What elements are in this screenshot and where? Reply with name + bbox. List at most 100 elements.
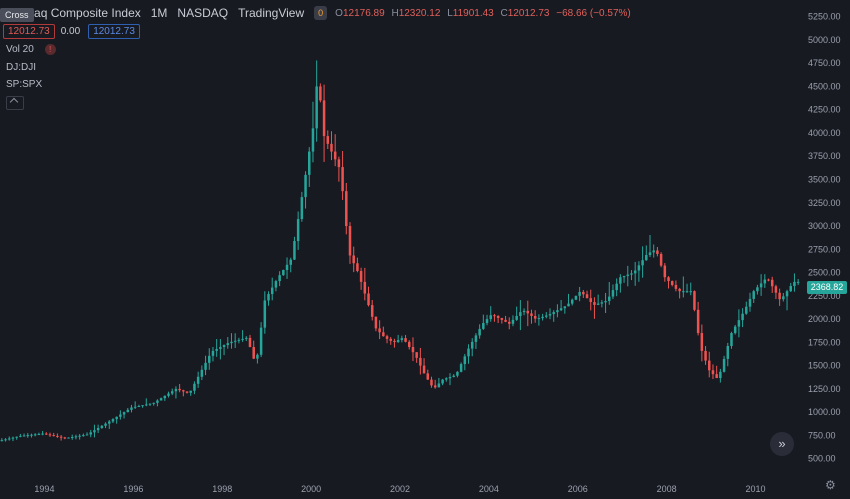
candle-body <box>352 255 355 264</box>
candle-body <box>193 383 196 391</box>
candle-body <box>763 279 767 284</box>
collapse-legend-icon[interactable] <box>6 96 24 110</box>
candle-body <box>382 332 385 337</box>
candle-body <box>648 252 652 255</box>
exchange-label: NASDAQ <box>177 6 229 20</box>
candle-body <box>774 286 778 293</box>
candle-body <box>348 226 352 256</box>
indicator-spx[interactable]: SP:SPX <box>6 79 42 90</box>
change-value: −68.66 (−0.57%) <box>556 7 631 19</box>
candle-body <box>741 313 744 321</box>
candle-body <box>263 300 267 328</box>
candle-body <box>585 294 589 299</box>
candles <box>0 60 800 442</box>
close-value: 12012.73 <box>507 7 550 19</box>
candle-body <box>67 437 70 439</box>
candle-body <box>593 302 596 305</box>
interval-label[interactable]: 1M <box>150 6 168 20</box>
candle-body <box>30 434 33 436</box>
candle-body <box>782 296 785 300</box>
candle-body <box>567 303 570 307</box>
candle-body <box>711 370 715 375</box>
candle-body <box>559 308 563 311</box>
candle-body <box>148 403 152 405</box>
candle-body <box>611 290 615 297</box>
candle-body <box>548 314 552 316</box>
candle-body <box>237 339 241 341</box>
x-tick-label: 2006 <box>568 484 588 494</box>
candle-body <box>211 350 215 356</box>
candle-body <box>145 404 148 406</box>
candle-body <box>456 371 459 376</box>
candle-body <box>493 315 496 317</box>
candle-body <box>22 435 26 437</box>
candle-body <box>652 250 655 253</box>
indicator-dji[interactable]: DJ:DJI <box>6 62 36 73</box>
candle-body <box>85 434 89 436</box>
candle-body <box>622 275 626 278</box>
candle-body <box>604 301 607 303</box>
y-tick-label: 1500.00 <box>808 361 841 371</box>
candle-body <box>315 86 318 129</box>
symbol-title[interactable]: Nasdaq Composite Index <box>6 6 141 20</box>
candle-body <box>178 388 181 391</box>
candle-body <box>752 291 755 299</box>
eye-badge[interactable]: 0 <box>314 6 328 20</box>
x-tick-label: 1996 <box>123 484 143 494</box>
candle-body <box>204 362 207 370</box>
y-tick-label: 1750.00 <box>808 337 841 347</box>
candle-body <box>252 347 255 359</box>
x-tick-label: 2008 <box>657 484 677 494</box>
candle-body <box>70 436 74 438</box>
candle-body <box>174 388 178 392</box>
candle-body <box>556 310 559 313</box>
gear-icon[interactable]: ⚙ <box>825 478 836 492</box>
y-tick-label: 3000.00 <box>808 221 841 231</box>
candle-body <box>326 136 330 144</box>
candle-body <box>0 440 4 442</box>
candle-body <box>663 265 667 278</box>
low-value: 11901.43 <box>452 7 494 19</box>
warning-icon[interactable]: ! <box>44 44 56 55</box>
open-key: O <box>335 7 343 19</box>
candle-body <box>474 335 478 342</box>
candle-body <box>785 291 789 297</box>
y-tick-label: 2500.00 <box>808 268 841 278</box>
candle-body <box>396 340 400 342</box>
candle-body <box>356 263 359 272</box>
candle-body <box>274 281 278 288</box>
candle-body <box>333 151 337 160</box>
candle-body <box>419 357 422 366</box>
candle-body <box>19 435 22 437</box>
candle-body <box>63 437 67 439</box>
scroll-to-realtime-icon[interactable]: » <box>770 432 794 456</box>
candle-body <box>719 371 722 379</box>
x-tick-label: 2002 <box>390 484 410 494</box>
y-tick-label: 2000.00 <box>808 314 841 324</box>
candle-body <box>641 260 644 266</box>
candle-body <box>189 390 192 393</box>
candle-body <box>496 316 500 318</box>
candle-body <box>526 310 530 314</box>
indicator-volume[interactable]: Vol 20 ! <box>6 44 56 55</box>
candle-body <box>141 405 144 407</box>
candle-body <box>437 383 441 388</box>
candle-body <box>374 316 378 329</box>
candle-body <box>48 434 52 436</box>
candle-body <box>726 345 730 359</box>
candle-body <box>359 271 363 282</box>
candle-body <box>511 319 515 324</box>
candle-body <box>15 436 18 438</box>
buy-button[interactable]: 12012.73 <box>88 24 140 39</box>
indicator-volume-label: Vol 20 <box>6 44 34 55</box>
candle-body <box>370 305 374 317</box>
candle-body <box>89 432 92 435</box>
candle-body <box>533 316 537 319</box>
sell-button[interactable]: 12012.73 <box>3 24 55 39</box>
y-tick-label: 1000.00 <box>808 407 841 417</box>
candle-body <box>678 288 681 292</box>
candle-body <box>445 378 448 380</box>
candle-body <box>185 391 189 393</box>
candle-body <box>704 350 707 361</box>
